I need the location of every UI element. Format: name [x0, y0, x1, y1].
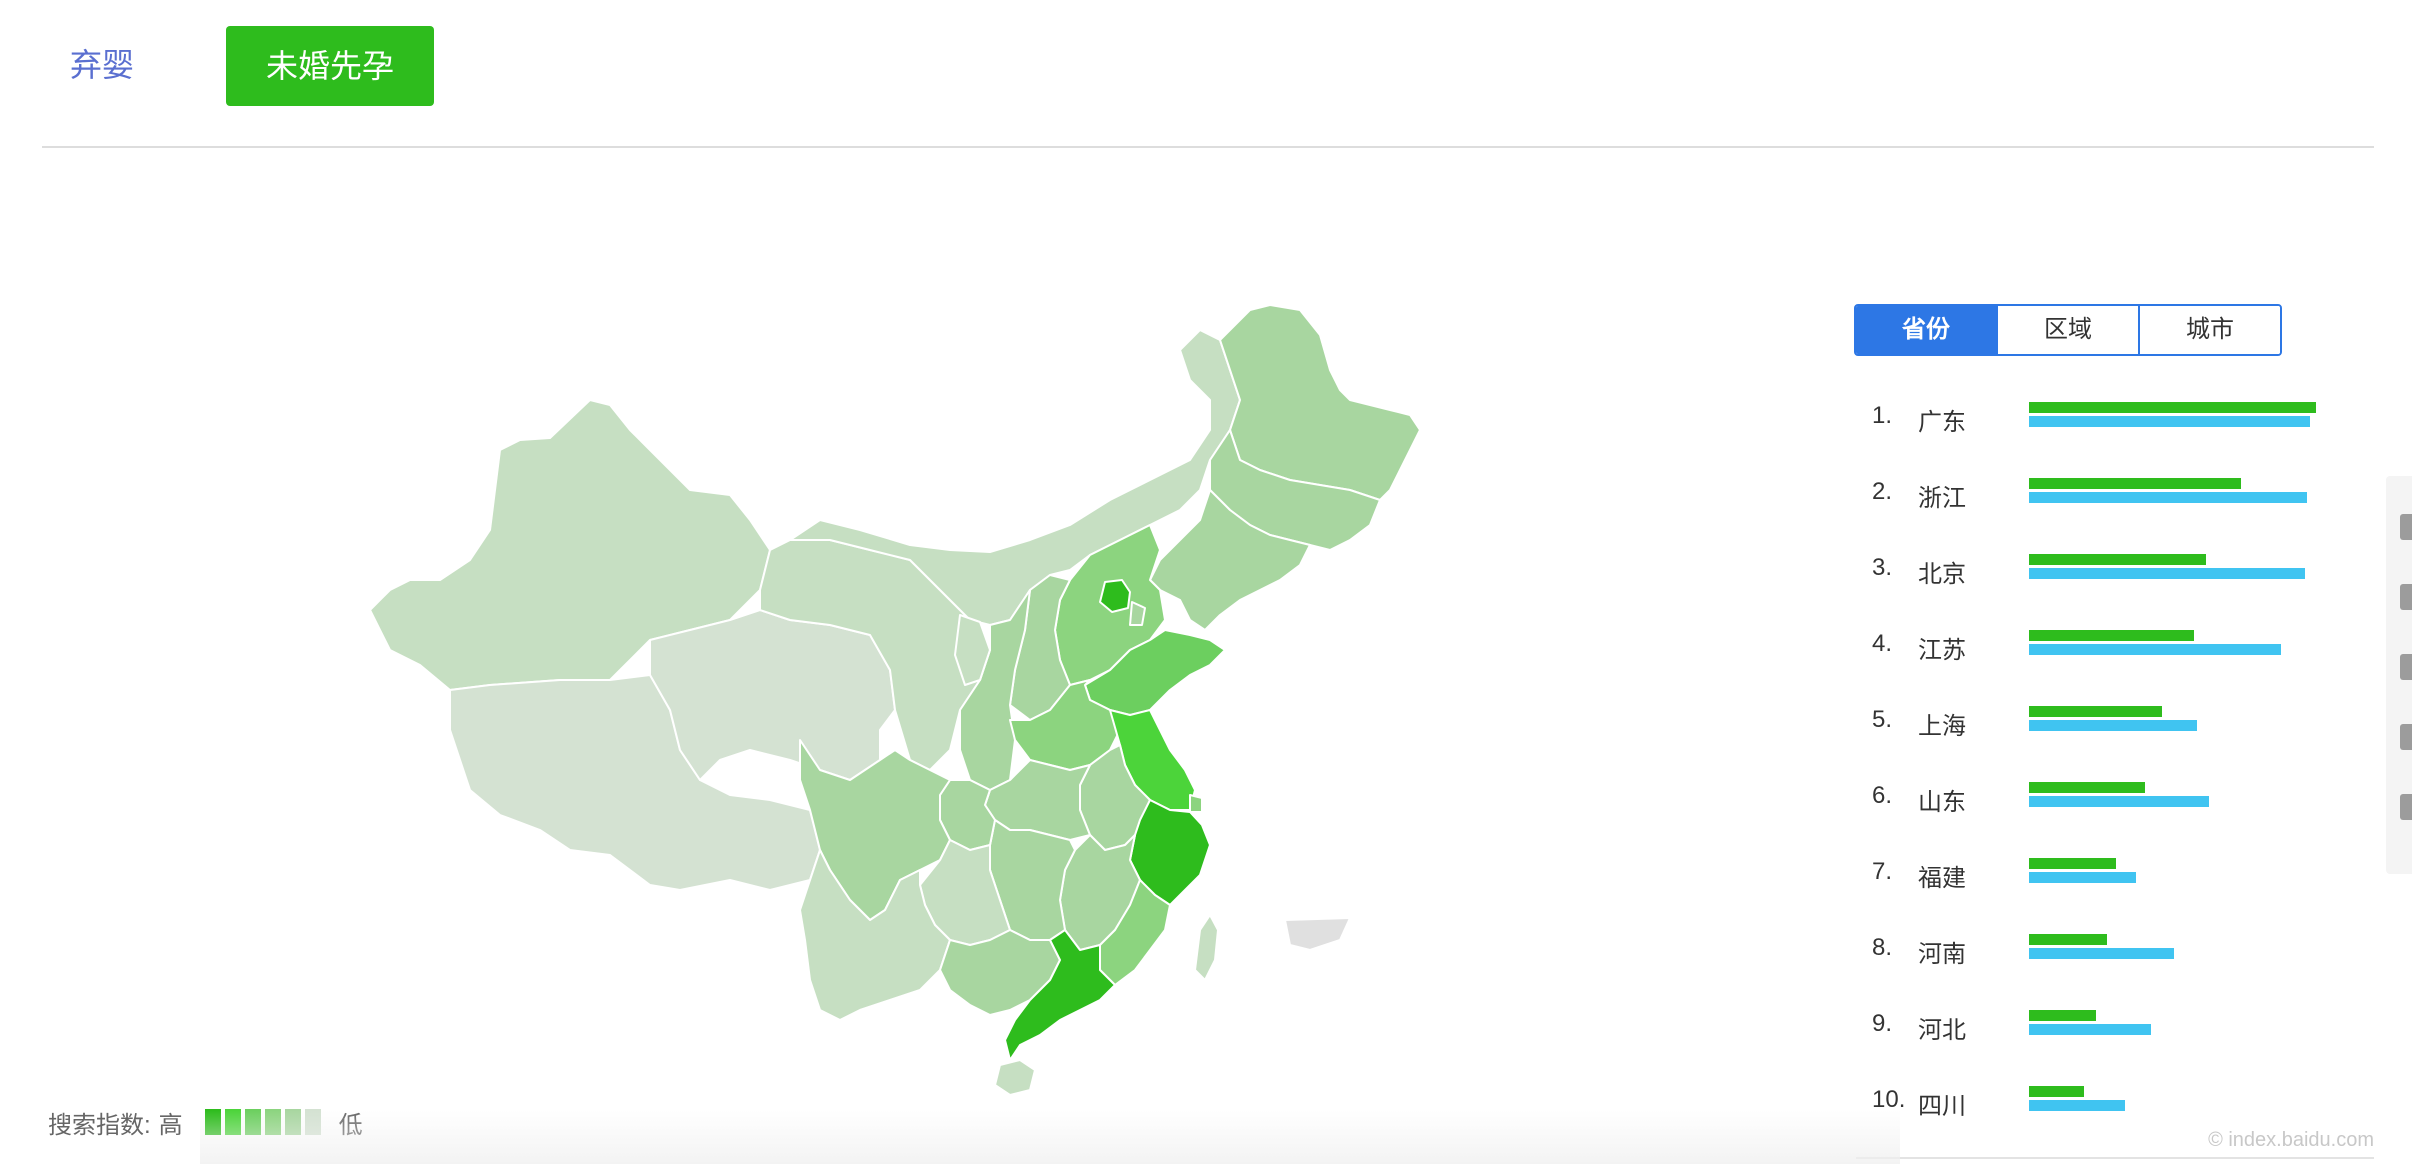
ranking-province-name: 山东: [1918, 789, 1966, 816]
province-tianjin[interactable]: [1129, 601, 1146, 626]
province-ningxia[interactable]: [954, 614, 991, 686]
bottom-fade: [200, 1110, 1900, 1164]
share-icon[interactable]: [2400, 514, 2412, 540]
header-divider: [42, 146, 2374, 148]
ranking-row[interactable]: 5. 上海: [1872, 694, 2392, 770]
ranking-number: 9.: [1872, 1010, 1893, 1037]
ranking-number: 2.: [1872, 478, 1893, 505]
ranking-row[interactable]: 4. 江苏: [1872, 618, 2392, 694]
ranking-bar-green: [2029, 630, 2194, 641]
ranking-bar-green: [2029, 934, 2107, 945]
province-guangdong[interactable]: [1004, 929, 1116, 1061]
panel-bottom-divider: [1856, 1157, 2374, 1159]
ranking-province-name: 四川: [1918, 1093, 1966, 1120]
legend-low-label: 低: [338, 1111, 363, 1139]
province-hainan[interactable]: [994, 1059, 1036, 1096]
ranking-row[interactable]: 6. 山东: [1872, 770, 2392, 846]
province-liaoning[interactable]: [1149, 489, 1311, 631]
map-legend: 搜索指数: 高 低: [48, 1104, 363, 1140]
ranking-bar-blue: [2029, 948, 2174, 959]
legend-swatches: [204, 1109, 325, 1135]
ranking-bar-green: [2029, 478, 2241, 489]
tab-abandoned-infant[interactable]: 弃婴: [70, 47, 135, 83]
side-toolbar: [2386, 476, 2412, 874]
ranking-province-name: 浙江: [1918, 485, 1966, 512]
legend-swatch: [244, 1109, 261, 1135]
ranking-number: 4.: [1872, 630, 1893, 657]
province-taiwan[interactable]: [1194, 914, 1219, 981]
nine-dash-line: [1279, 919, 1376, 1081]
province-shanghai[interactable]: [1189, 794, 1203, 813]
ranking-province-name: 河北: [1918, 1017, 1966, 1044]
ranking-province-name: 河南: [1918, 941, 1966, 968]
ranking-province-name: 上海: [1918, 713, 1966, 740]
ranking-bar-green: [2029, 706, 2162, 717]
seg-province[interactable]: 省份: [1856, 306, 1996, 354]
ranking-number: 3.: [1872, 554, 1893, 581]
download-icon[interactable]: [2400, 724, 2412, 750]
ranking-bar-green: [2029, 782, 2145, 793]
ranking-bar-blue: [2029, 644, 2281, 655]
ranking-bar-blue: [2029, 1100, 2125, 1111]
ranking-bar-green: [2029, 554, 2206, 565]
legend-swatch: [304, 1109, 321, 1135]
legend-label: 搜索指数:: [48, 1111, 151, 1139]
province-beijing[interactable]: [1099, 579, 1131, 613]
ranking-bar-blue: [2029, 720, 2197, 731]
ranking-number: 8.: [1872, 934, 1893, 961]
ranking-bar-blue: [2029, 492, 2307, 503]
ranking-row[interactable]: 9. 河北: [1872, 998, 2392, 1074]
legend-swatch: [264, 1109, 281, 1135]
ranking-row[interactable]: 8. 河南: [1872, 922, 2392, 998]
legend-high-label: 高: [158, 1111, 183, 1139]
watermark: © index.baidu.com: [2208, 1129, 2374, 1151]
province-ranking-list: 1. 广东 2. 浙江 3. 北京 4. 江苏 5. 上海 6. 山东 7. 福建 8. 河南 9. 河北 10. 四…: [1872, 390, 2392, 1150]
seg-city[interactable]: 城市: [2138, 306, 2280, 354]
ranking-bar-blue: [2029, 568, 2305, 579]
legend-swatch: [204, 1109, 221, 1135]
legend-swatch: [284, 1109, 301, 1135]
ranking-row[interactable]: 3. 北京: [1872, 542, 2392, 618]
ranking-number: 6.: [1872, 782, 1893, 809]
seg-region[interactable]: 区域: [1996, 306, 2138, 354]
south-china-sea-inset: [1284, 917, 1351, 951]
ranking-number: 5.: [1872, 706, 1893, 733]
region-type-switch: 省份 区域 城市: [1854, 304, 2282, 356]
province-fujian[interactable]: [1099, 879, 1171, 986]
ranking-bar-blue: [2029, 872, 2136, 883]
ranking-bar-blue: [2029, 1024, 2151, 1035]
ranking-row[interactable]: 1. 广东: [1872, 390, 2392, 466]
ranking-province-name: 广东: [1918, 409, 1966, 436]
ranking-number: 10.: [1872, 1086, 1906, 1113]
tab-premarital-pregnancy[interactable]: 未婚先孕: [226, 26, 434, 106]
ranking-province-name: 北京: [1918, 561, 1966, 588]
ranking-row[interactable]: 7. 福建: [1872, 846, 2392, 922]
china-province-map: [369, 304, 1421, 1096]
ranking-province-name: 福建: [1918, 865, 1966, 892]
ranking-bar-green: [2029, 402, 2316, 413]
ranking-bar-blue: [2029, 796, 2209, 807]
help-icon[interactable]: [2400, 654, 2412, 680]
feedback-icon[interactable]: [2400, 584, 2412, 610]
ranking-number: 1.: [1872, 402, 1893, 429]
ranking-bar-green: [2029, 1086, 2084, 1097]
legend-swatch: [224, 1109, 241, 1135]
province-qinghai[interactable]: [649, 609, 896, 781]
province-henan[interactable]: [1009, 679, 1121, 771]
ranking-number: 7.: [1872, 858, 1893, 885]
ranking-bar-green: [2029, 858, 2116, 869]
top-icon[interactable]: [2400, 794, 2412, 820]
ranking-row[interactable]: 10. 四川: [1872, 1074, 2392, 1150]
ranking-bar-green: [2029, 1010, 2096, 1021]
ranking-row[interactable]: 2. 浙江: [1872, 466, 2392, 542]
ranking-province-name: 江苏: [1918, 637, 1966, 664]
ranking-bar-blue: [2029, 416, 2310, 427]
